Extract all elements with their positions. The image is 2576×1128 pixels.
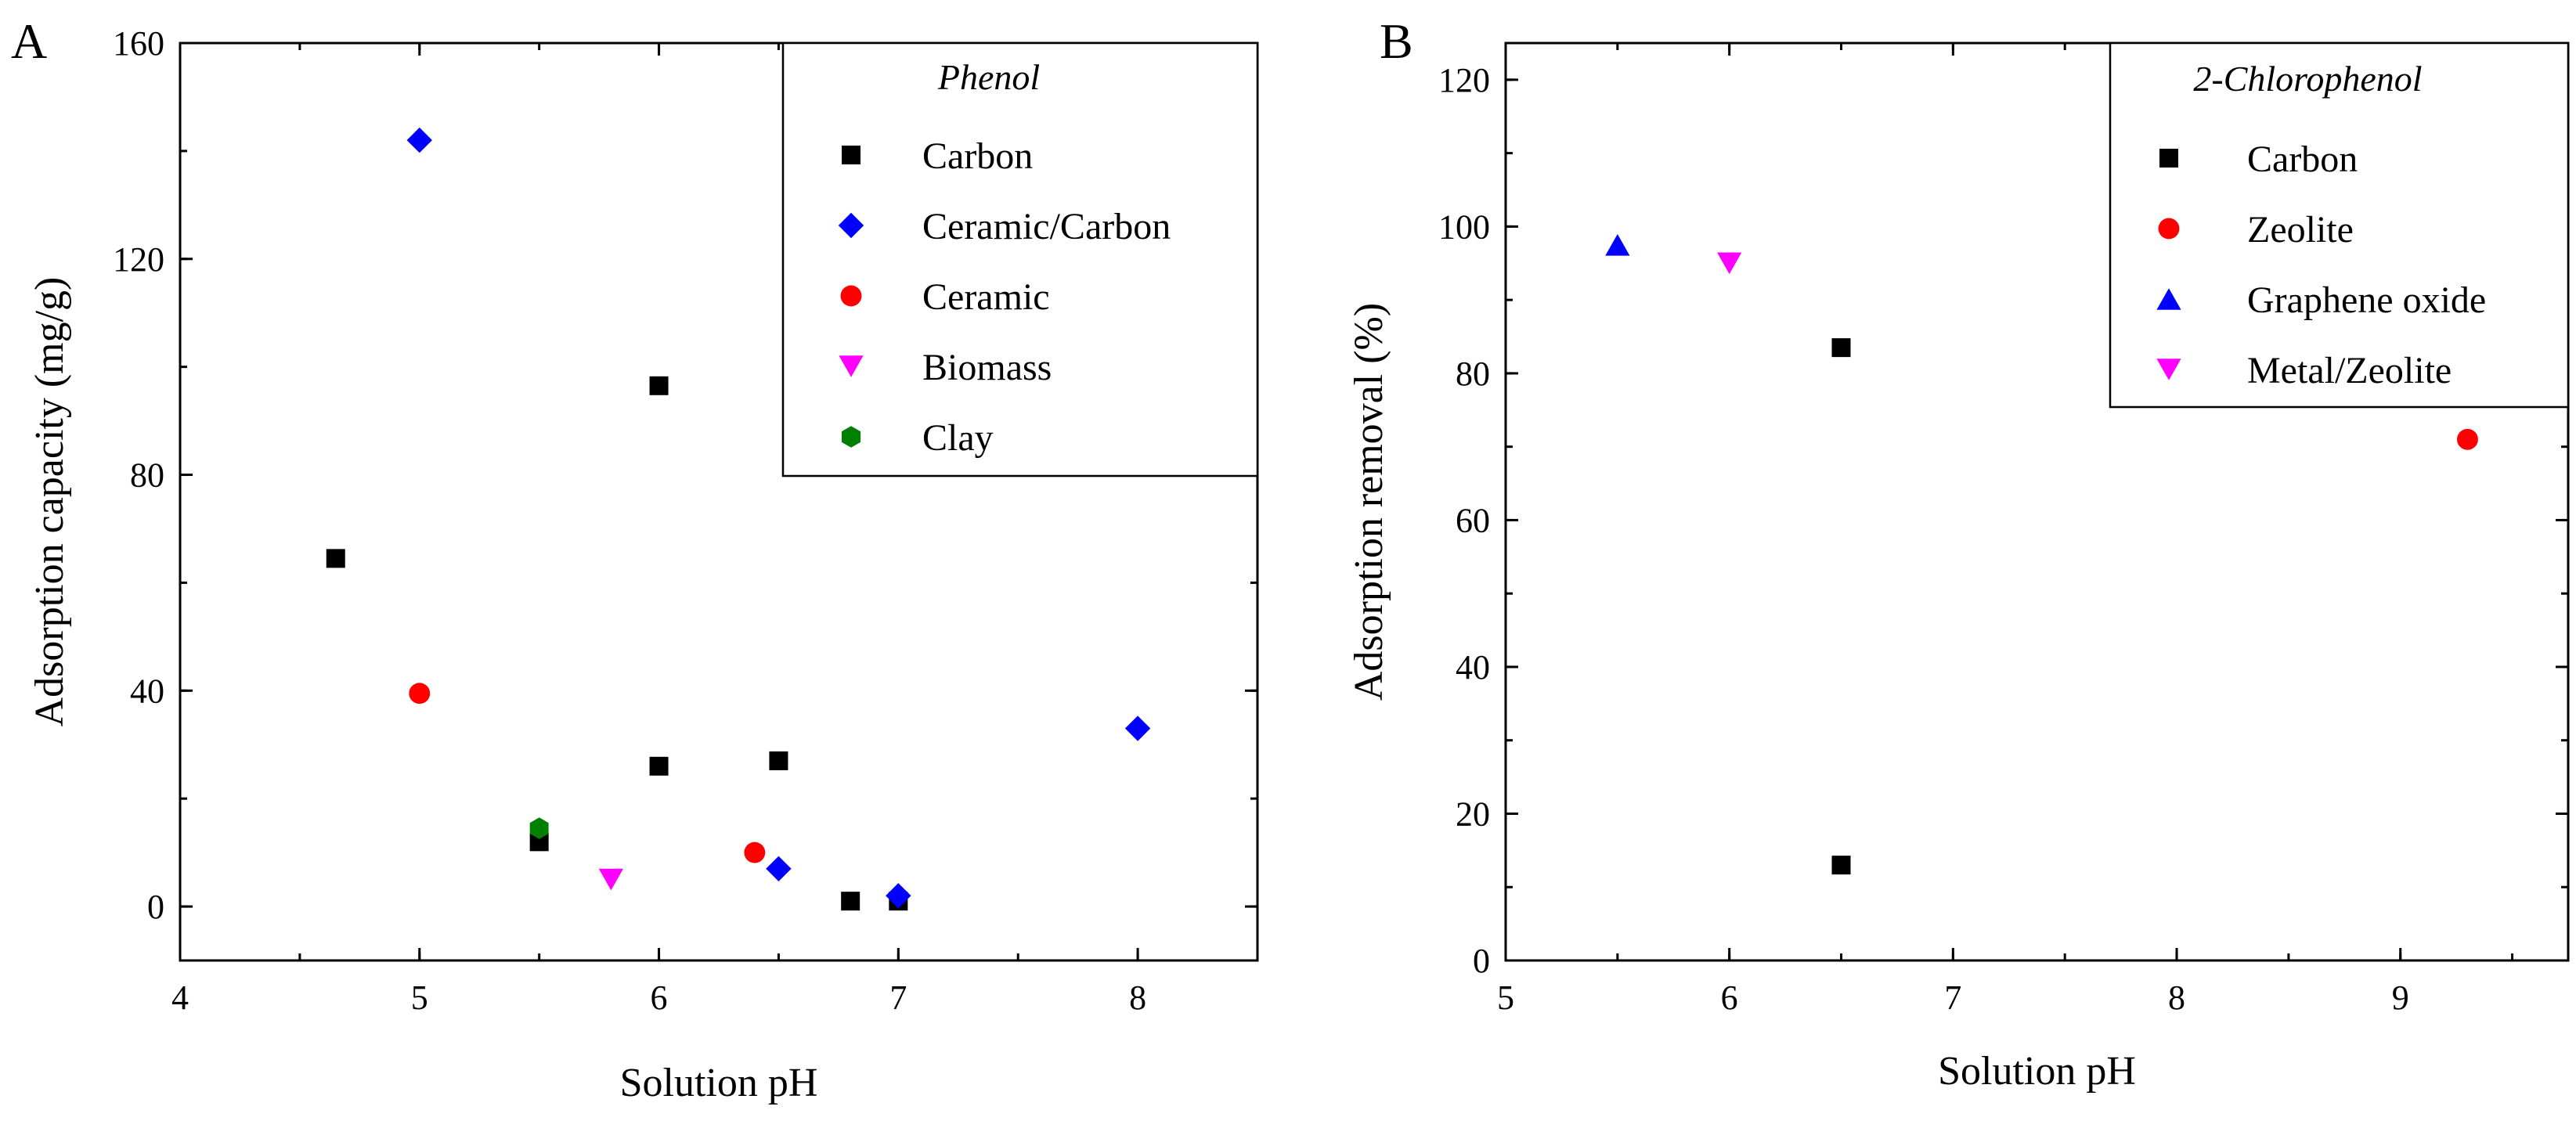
panel-b: 5 6 7 8 9 0 20 40 60 80 100 120 Solution pH Adsorptio… xyxy=(1347,13,2570,1094)
x-tick-label: 4 xyxy=(171,978,189,1017)
y-tick-label: 0 xyxy=(1473,942,1490,980)
legend-label: Carbon xyxy=(922,135,1033,177)
legend: Phenol Carbon Ceramic/Carbon Ceramic Biomass… xyxy=(781,41,1259,478)
data-point xyxy=(1605,234,1630,256)
legend-title: 2-Chlorophenol xyxy=(2193,59,2422,99)
plot-frame xyxy=(1504,41,2570,962)
x-tick-label: 6 xyxy=(1721,978,1738,1017)
series-biomass xyxy=(598,868,623,891)
data-point xyxy=(1124,715,1151,741)
data-point xyxy=(649,756,669,776)
legend-marker xyxy=(2156,288,2181,310)
y-tick-label: 80 xyxy=(1456,355,1490,393)
y-tick-label: 80 xyxy=(130,456,164,495)
legend-marker xyxy=(2156,359,2181,380)
data-point xyxy=(406,127,432,153)
legend-marker xyxy=(838,212,864,239)
legend-label: Zeolite xyxy=(2247,209,2354,250)
data-point xyxy=(529,817,549,839)
legend-marker xyxy=(839,355,864,377)
plot-frame xyxy=(179,41,1259,962)
legend-label: Biomass xyxy=(922,347,1052,388)
x-tick-label: 8 xyxy=(1129,978,1146,1017)
legend-marker xyxy=(842,426,860,448)
y-tick-label: 120 xyxy=(113,240,164,279)
legend-label: Ceramic/Carbon xyxy=(922,206,1171,247)
legend-title: Phenol xyxy=(937,57,1040,97)
data-point xyxy=(769,751,788,770)
series-clay xyxy=(529,817,549,839)
legend-label: Ceramic xyxy=(922,276,1050,318)
y-tick-label: 40 xyxy=(130,672,164,710)
legend-marker xyxy=(840,285,862,307)
data-point xyxy=(1831,338,1851,358)
data-point xyxy=(326,549,345,568)
data-point xyxy=(1717,252,1742,275)
legend-box xyxy=(2109,41,2570,409)
y-tick-label: 60 xyxy=(1456,501,1490,539)
legend-label: Carbon xyxy=(2247,139,2358,180)
data-point xyxy=(841,892,860,911)
legend-label: Metal/Zeolite xyxy=(2247,350,2452,391)
legend-label: Graphene oxide xyxy=(2247,279,2486,321)
y-axis-title: Adsorption capacity (mg/g) xyxy=(27,277,72,727)
x-tick-label: 7 xyxy=(1944,978,1961,1017)
legend-box xyxy=(781,41,1259,478)
data-point xyxy=(649,376,669,395)
data-point xyxy=(1831,856,1851,875)
series-carbon xyxy=(326,376,908,911)
series-ceramic-carbon xyxy=(406,127,1151,909)
x-tick-label: 8 xyxy=(2168,978,2185,1017)
y-tick-label: 100 xyxy=(1438,207,1490,246)
y-tick-label: 0 xyxy=(147,888,164,926)
y-tick-label: 20 xyxy=(1456,795,1490,833)
data-point xyxy=(766,856,792,881)
series-graphene-oxide xyxy=(1605,234,1630,256)
series-carbon xyxy=(1831,338,1851,875)
x-axis-title: Solution pH xyxy=(620,1061,818,1105)
data-point xyxy=(2457,428,2478,450)
x-axis-title: Solution pH xyxy=(1938,1049,2136,1094)
panel-label: A xyxy=(11,13,47,69)
series-zeolite xyxy=(2457,428,2478,450)
legend-marker xyxy=(842,146,860,164)
x-tick-label: 7 xyxy=(889,978,907,1017)
y-tick-label: 120 xyxy=(1438,61,1490,99)
series-ceramic xyxy=(409,683,766,863)
y-axis-title: Adsorption removal (%) xyxy=(1347,303,1391,701)
x-tick-label: 5 xyxy=(1497,978,1514,1017)
data-point xyxy=(744,841,766,863)
legend: 2-Chlorophenol Carbon Zeolite Graphene oxid… xyxy=(2109,41,2570,409)
x-tick-label: 9 xyxy=(2392,978,2409,1017)
data-point xyxy=(886,883,911,909)
data-point xyxy=(598,868,623,891)
y-tick-label: 40 xyxy=(1456,648,1490,687)
y-tick-label: 160 xyxy=(113,24,164,63)
legend-marker xyxy=(2158,218,2180,240)
x-tick-label: 5 xyxy=(411,978,428,1017)
series-metal-zeolite xyxy=(1717,252,1742,275)
legend-marker xyxy=(2159,149,2178,168)
panel-label: B xyxy=(1380,13,1413,69)
data-point xyxy=(409,683,431,705)
x-tick-label: 6 xyxy=(651,978,668,1017)
legend-label: Clay xyxy=(922,417,994,459)
